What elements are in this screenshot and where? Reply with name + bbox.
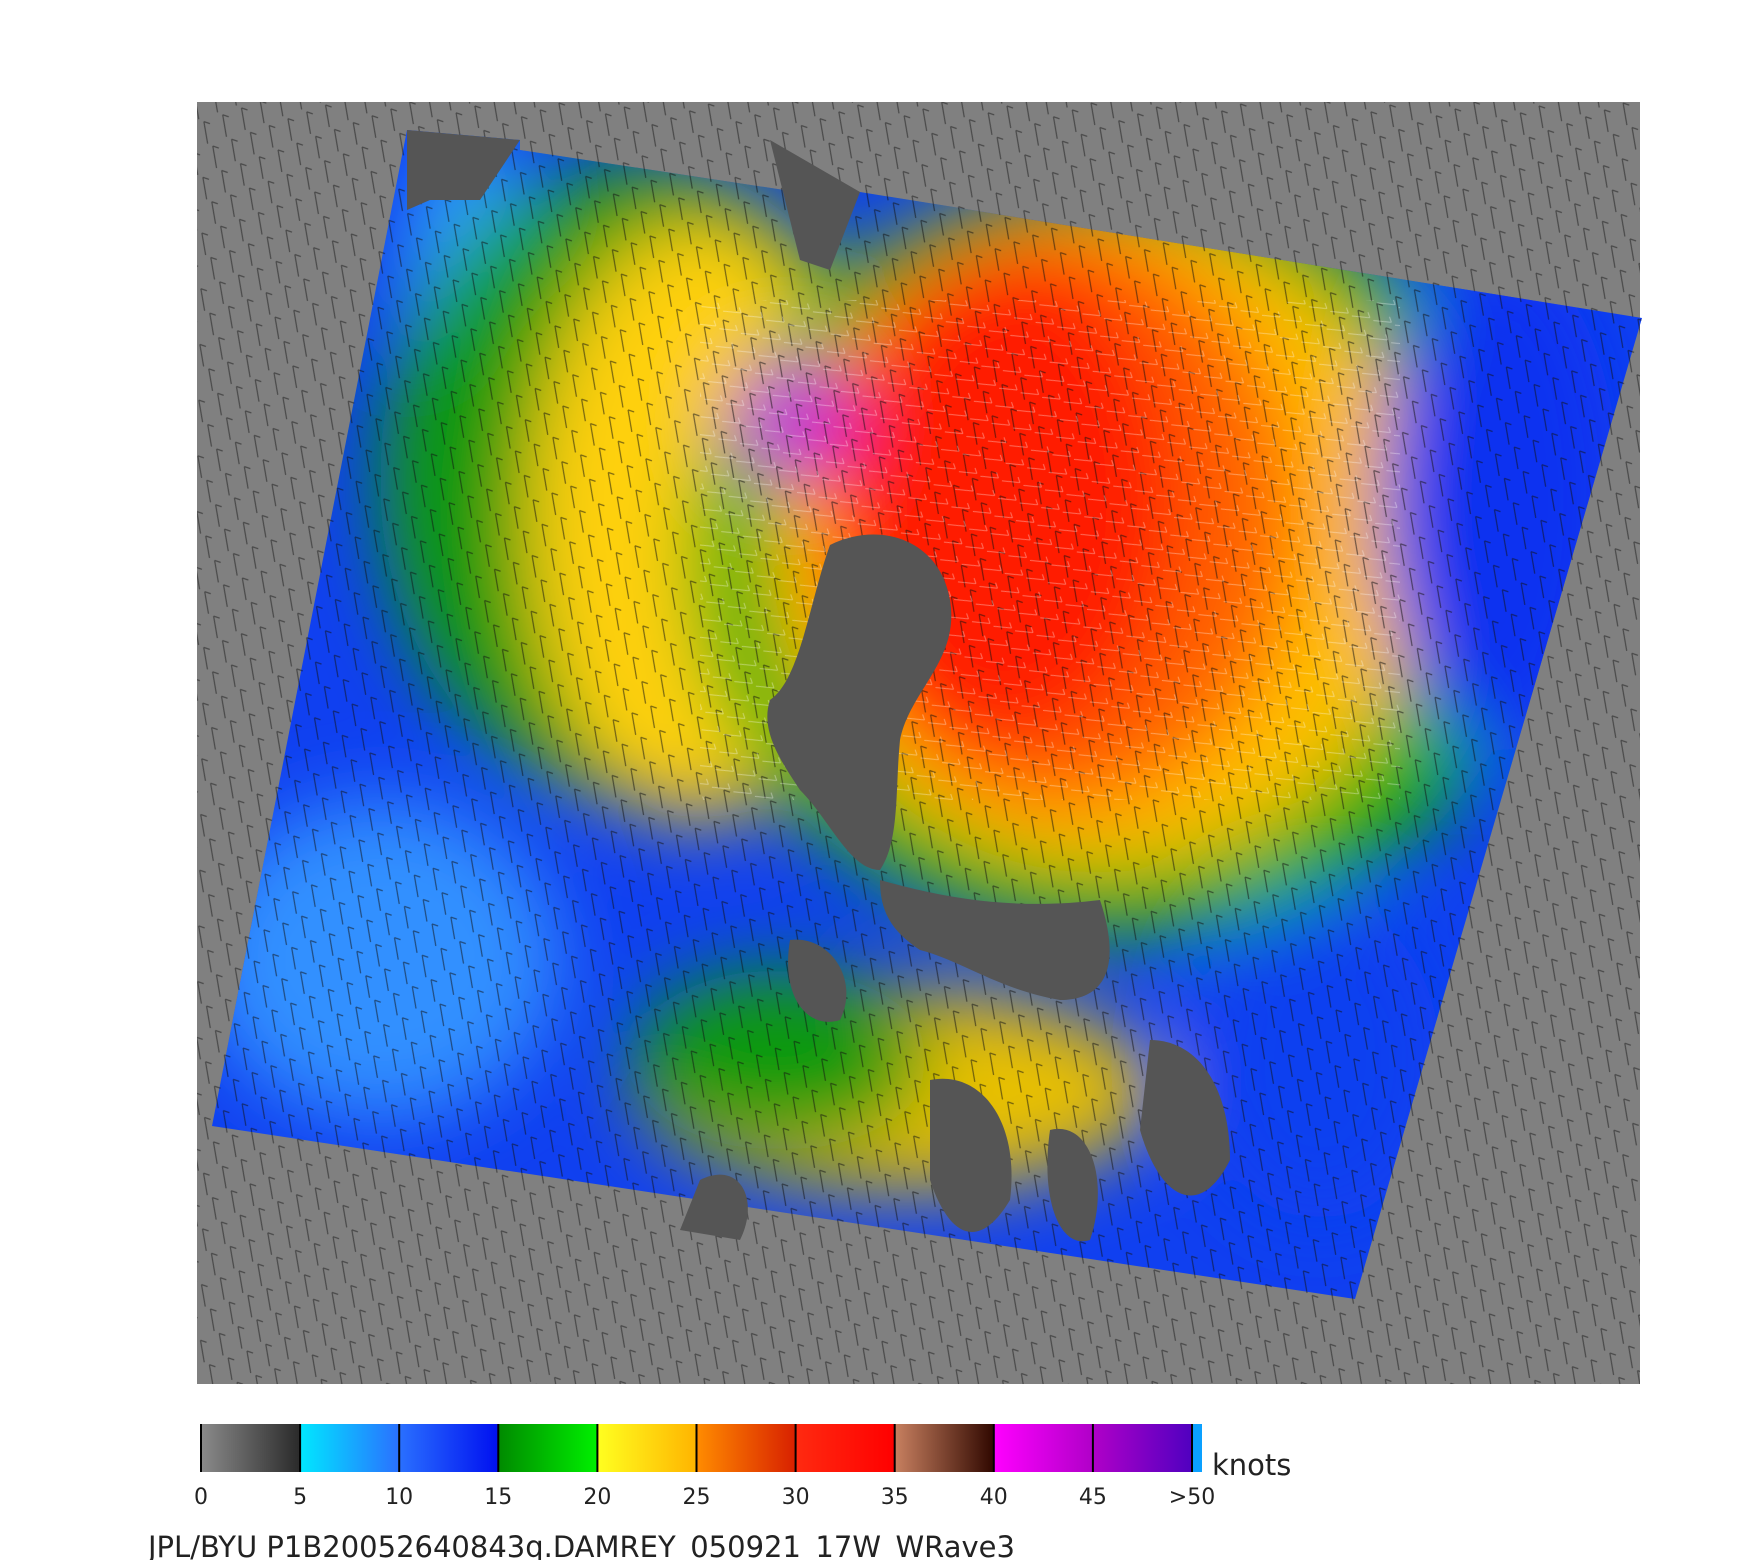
colorbar-segment xyxy=(696,1424,796,1472)
wind-swath xyxy=(212,130,1642,1299)
colorbar-unit: knots xyxy=(1212,1448,1291,1482)
tick-label: 20 xyxy=(583,1485,611,1510)
colorbar-segment xyxy=(894,1424,994,1472)
land-mass xyxy=(1140,1040,1230,1196)
tick-label: 35 xyxy=(881,1485,909,1510)
tick-label: 40 xyxy=(980,1485,1008,1510)
tick-label: 10 xyxy=(385,1485,413,1510)
colorbar-segment xyxy=(1092,1424,1192,1472)
colorbar-segment xyxy=(399,1424,499,1472)
colorbar: 0 5 10 15 20 25 30 35 40 45 >50 xyxy=(194,1424,1215,1510)
tick-label: 5 xyxy=(293,1485,307,1510)
colorbar-segment xyxy=(300,1424,400,1472)
colorbar-segment xyxy=(597,1424,697,1472)
land-mass xyxy=(880,880,1110,1000)
colorbar-segment xyxy=(498,1424,598,1472)
land-mass xyxy=(680,1174,748,1240)
tick-label: 25 xyxy=(683,1485,711,1510)
tick-label: 15 xyxy=(484,1485,512,1510)
land-mass xyxy=(788,939,847,1022)
tick-label: 30 xyxy=(782,1485,810,1510)
tick-label: 45 xyxy=(1079,1485,1107,1510)
land-mass xyxy=(770,140,860,270)
land-mass xyxy=(1047,1128,1098,1242)
tick-label: >50 xyxy=(1169,1485,1215,1510)
tick-label: 0 xyxy=(194,1485,208,1510)
colorbar-end xyxy=(1192,1424,1202,1472)
land xyxy=(407,130,1230,1242)
caption: JPL/BYU P1B20052640843q.DAMREY_050921_17… xyxy=(146,1530,1015,1560)
colorbar-segment xyxy=(795,1424,895,1472)
land-mass xyxy=(930,1078,1012,1233)
colorbar-segment xyxy=(993,1424,1093,1472)
colorbar-segment xyxy=(201,1424,301,1472)
land-mass xyxy=(767,534,952,870)
land-mass xyxy=(407,130,520,210)
